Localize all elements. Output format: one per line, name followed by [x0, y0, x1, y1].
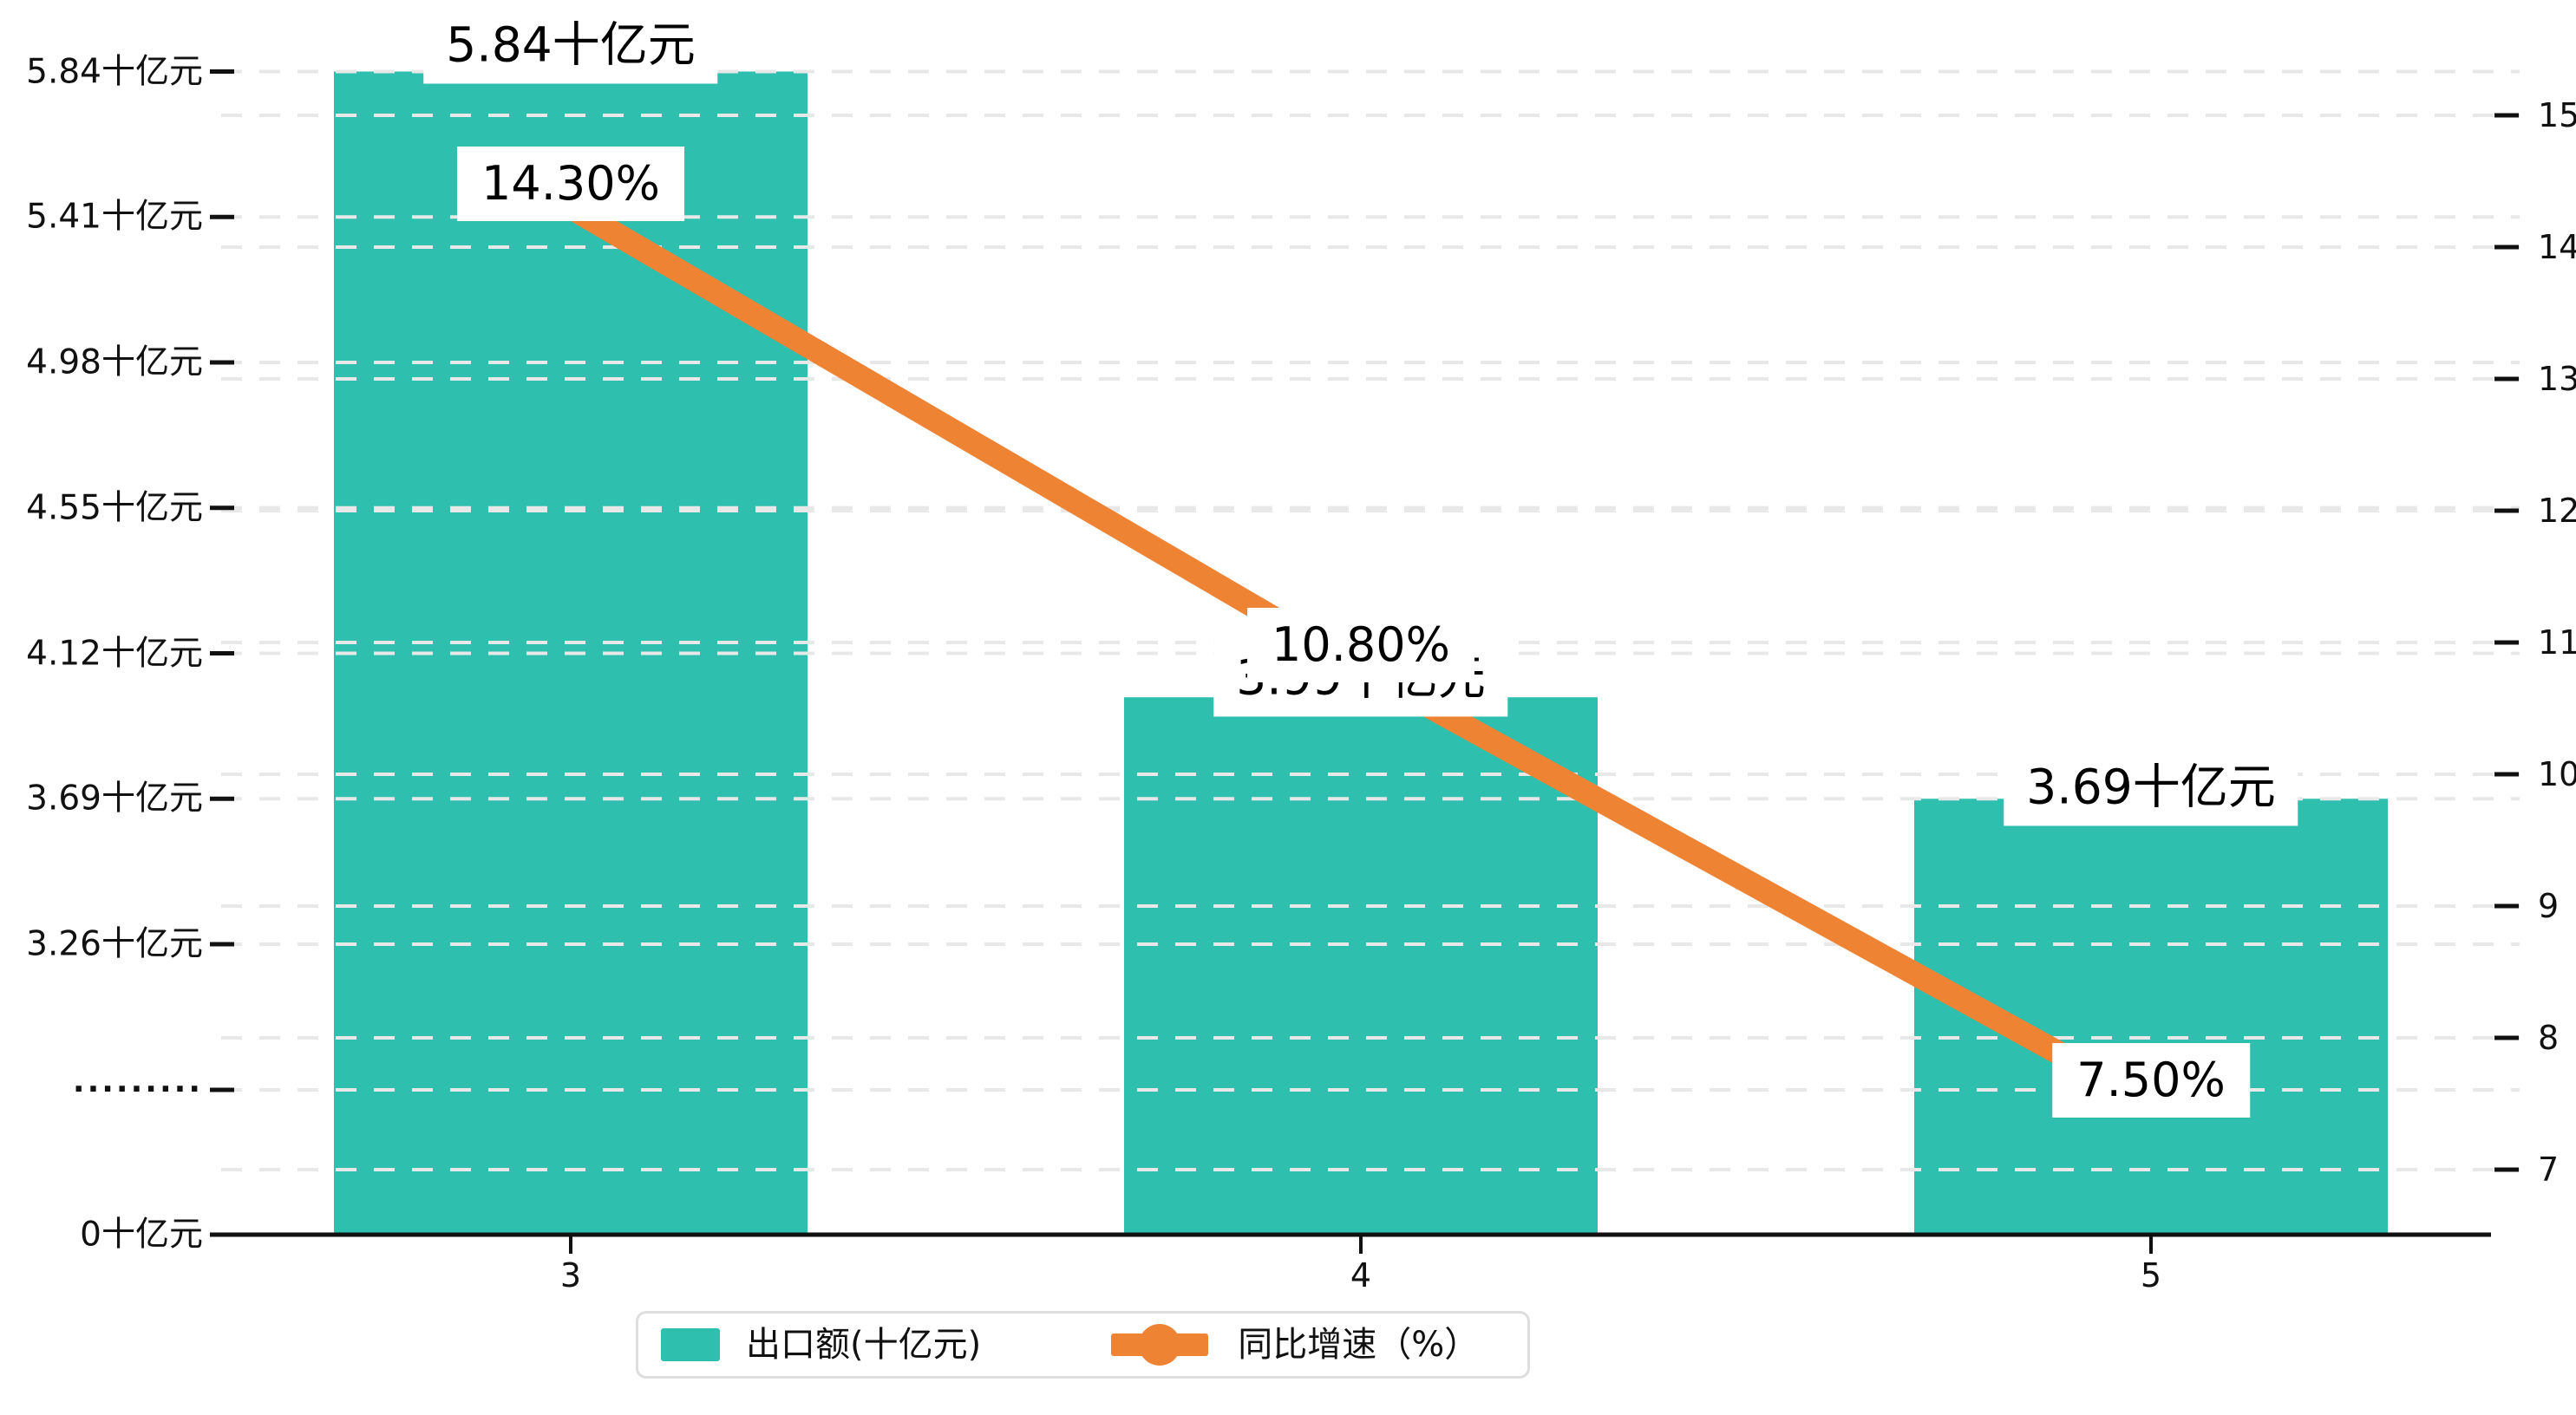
legend-label-export: 出口额(十亿元) — [746, 1325, 982, 1365]
right-axis-tick-label: 11 — [2538, 623, 2576, 662]
legend-item-export[interactable]: 出口额(十亿元) — [661, 1327, 981, 1362]
legend: 出口额(十亿元) 同比增速（%） — [636, 1311, 1531, 1379]
legend-label-growth: 同比增速（%） — [1238, 1325, 1480, 1365]
line-marker-dot-icon — [1139, 1324, 1181, 1366]
bar-month-4[interactable] — [1124, 697, 1598, 1235]
x-axis-tick-label-month-3: 3 — [559, 1256, 582, 1294]
x-axis-tick-label-month-5: 5 — [2140, 1256, 2162, 1294]
left-axis-tick-label: 0十亿元 — [80, 1215, 203, 1255]
right-axis-tick-label: 7 — [2538, 1151, 2560, 1189]
right-axis-tick-label: 15 — [2538, 96, 2576, 134]
right-axis-tick-label: 10 — [2538, 755, 2576, 793]
left-axis-tick-label: 4.55十亿元 — [26, 488, 203, 528]
right-axis-tick-label: 12 — [2538, 492, 2576, 530]
growth-rate-label-month-5: 7.50% — [2052, 1043, 2250, 1118]
left-axis-tick-label: 3.69十亿元 — [26, 779, 203, 818]
right-axis-tick-label: 8 — [2538, 1019, 2560, 1057]
left-axis-tick-label: 5.84十亿元 — [26, 52, 203, 91]
line-series-marker-icon — [1111, 1324, 1209, 1366]
bar-value-label-month-3: 5.84十亿元 — [423, 6, 718, 84]
left-axis-tick-label: 4.12十亿元 — [26, 634, 203, 673]
bar-value-label-month-5: 3.69十亿元 — [2004, 748, 2298, 826]
right-axis-tick-label: 9 — [2538, 887, 2560, 925]
left-axis-tick-label: 5.41十亿元 — [26, 197, 203, 237]
x-axis-tick-label-month-4: 4 — [1350, 1256, 1372, 1294]
growth-rate-label-month-3: 14.30% — [457, 147, 684, 222]
left-axis-tick-label: ········· — [72, 1072, 203, 1107]
bar-series-swatch-icon — [661, 1328, 720, 1361]
growth-rate-label-month-4: 10.80% — [1247, 608, 1474, 683]
left-axis-tick-label: 4.98十亿元 — [26, 342, 203, 382]
left-axis-tick-label: 3.26十亿元 — [26, 924, 203, 964]
axes-group — [210, 69, 2519, 1254]
legend-item-growth[interactable]: 同比增速（%） — [1111, 1324, 1480, 1366]
right-axis-tick-label: 13 — [2538, 360, 2576, 398]
right-axis-tick-label: 14 — [2538, 228, 2576, 266]
